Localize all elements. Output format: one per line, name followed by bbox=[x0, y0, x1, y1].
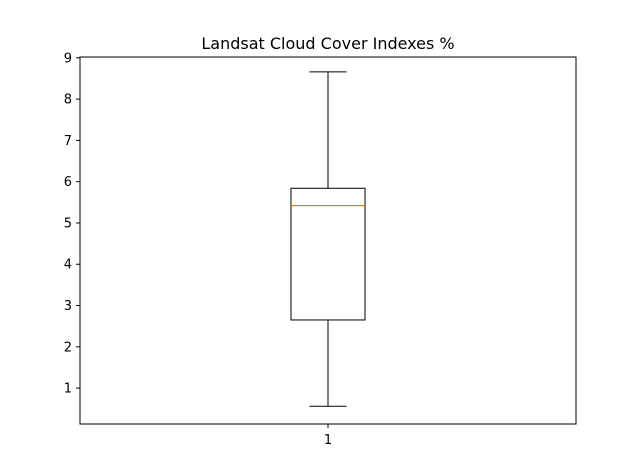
y-tick-label: 8 bbox=[64, 93, 72, 108]
chart-title: Landsat Cloud Cover Indexes % bbox=[201, 34, 454, 53]
y-tick-label: 2 bbox=[64, 340, 72, 355]
interquartile-box bbox=[290, 187, 366, 321]
y-tick-label: 1 bbox=[64, 382, 72, 397]
x-tick-label: 1 bbox=[324, 433, 332, 448]
y-tick-label: 5 bbox=[64, 216, 72, 231]
y-tick-label: 3 bbox=[64, 299, 72, 314]
y-axis: 1 2 3 4 5 6 7 8 9 bbox=[64, 51, 80, 397]
box-series bbox=[290, 71, 366, 407]
y-tick-label: 6 bbox=[64, 175, 72, 190]
y-tick-label: 7 bbox=[64, 134, 72, 149]
y-tick-label: 4 bbox=[64, 258, 72, 273]
x-axis: 1 bbox=[324, 424, 332, 448]
y-tick-label: 9 bbox=[64, 51, 72, 66]
